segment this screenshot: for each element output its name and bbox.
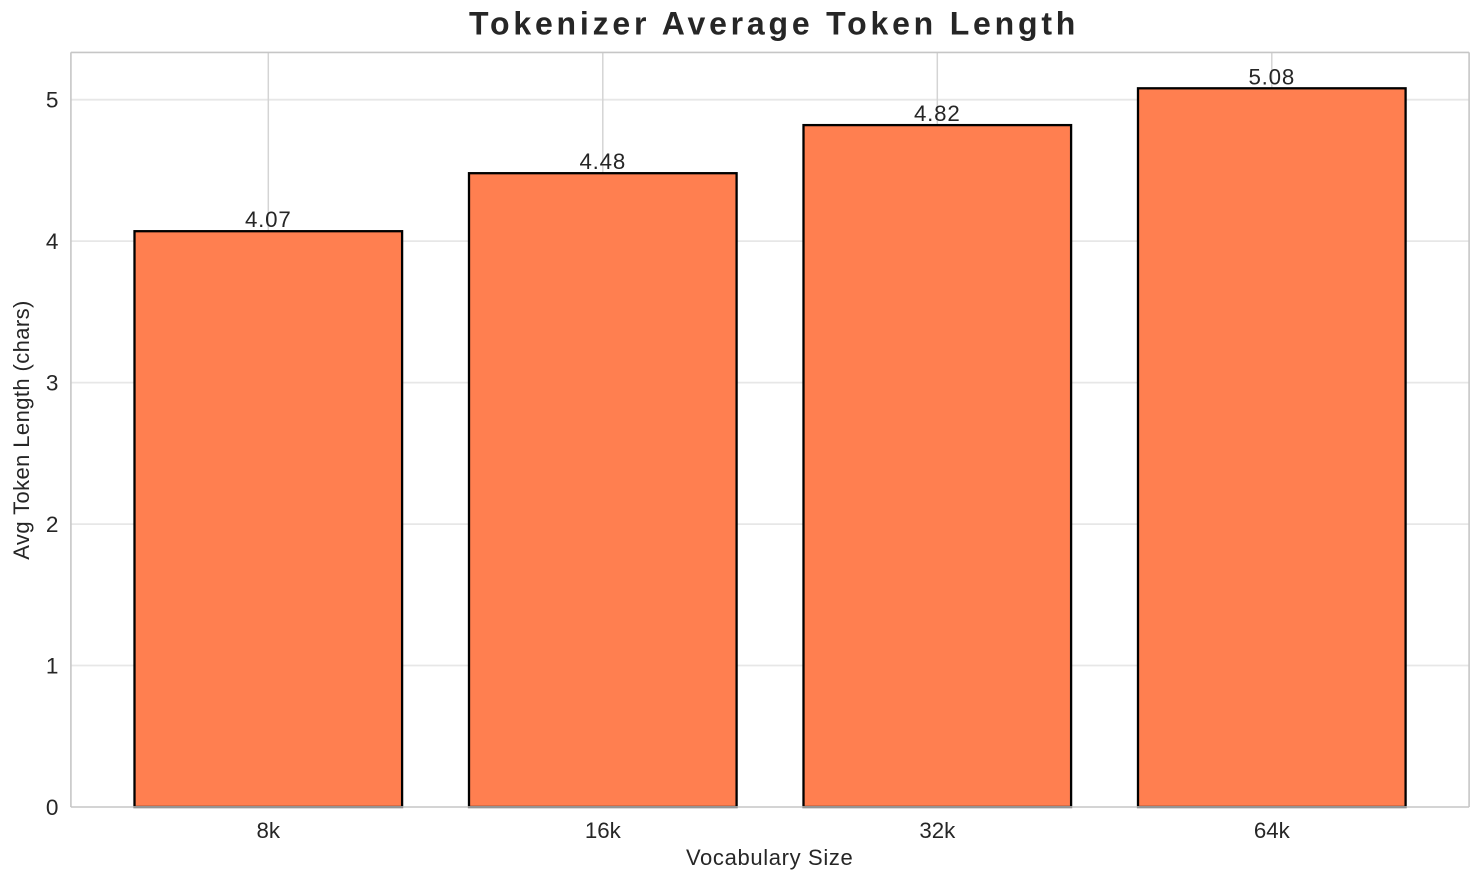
svg-text:64k: 64k <box>1254 818 1291 843</box>
svg-text:3: 3 <box>46 370 59 395</box>
svg-text:Vocabulary Size: Vocabulary Size <box>686 845 854 870</box>
svg-text:4: 4 <box>46 229 59 254</box>
svg-text:Avg Token Length (chars): Avg Token Length (chars) <box>9 300 34 560</box>
svg-text:5: 5 <box>46 88 59 113</box>
svg-text:0: 0 <box>46 795 59 820</box>
svg-text:4.07: 4.07 <box>245 207 292 232</box>
svg-text:2: 2 <box>46 512 59 537</box>
svg-text:Tokenizer Average Token Length: Tokenizer Average Token Length <box>469 6 1079 42</box>
svg-text:4.48: 4.48 <box>579 149 626 174</box>
svg-text:8k: 8k <box>257 818 281 843</box>
svg-text:5.08: 5.08 <box>1248 64 1295 89</box>
svg-text:32k: 32k <box>919 818 956 843</box>
svg-text:16k: 16k <box>585 818 622 843</box>
svg-text:4.82: 4.82 <box>914 101 961 126</box>
svg-text:1: 1 <box>46 653 59 678</box>
